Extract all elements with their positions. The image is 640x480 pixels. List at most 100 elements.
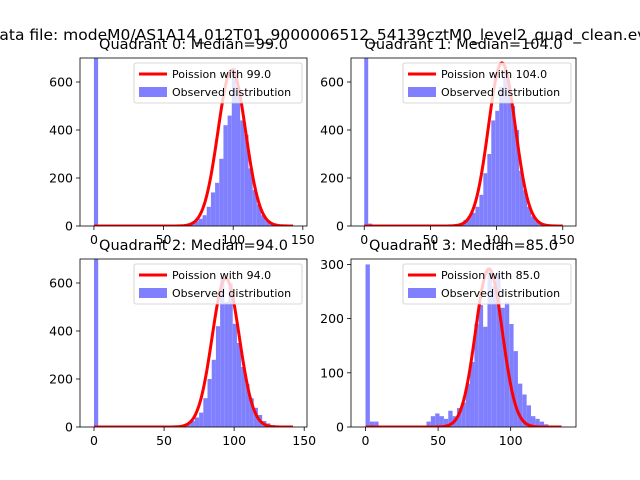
histogram-bar <box>471 212 476 226</box>
x-tick-label: 100 <box>499 433 523 448</box>
quadrant-0-panel: Quadrant 0: Median=99.0 0 50 100 150 0 200 400 6… <box>49 37 315 247</box>
histogram-bar <box>479 194 484 226</box>
y-tick-label: 400 <box>49 123 73 138</box>
histogram-bar <box>499 86 504 226</box>
poisson-curve <box>93 68 294 226</box>
histogram-bar <box>227 115 232 226</box>
histogram-bars <box>93 58 295 226</box>
histogram-bar <box>231 67 236 226</box>
histogram-bar <box>448 410 453 427</box>
axes-frame <box>79 258 308 428</box>
legend-observed-swatch <box>408 87 436 97</box>
y-tick-label: 200 <box>49 372 73 387</box>
histogram-bar <box>487 154 492 226</box>
quadrant-2-title: Quadrant 2: Median=94.0 <box>99 238 288 254</box>
legend-observed-swatch <box>139 87 167 97</box>
histogram-bar <box>534 221 539 226</box>
y-tick-label: 0 <box>336 219 344 234</box>
histogram-bar <box>511 106 516 226</box>
legend: Poission with 104.0 Observed distribution <box>402 62 572 104</box>
x-tick-label: 150 <box>291 232 315 247</box>
histogram-bars <box>364 58 559 226</box>
histogram-bar <box>215 326 221 427</box>
y-tick-label: 400 <box>320 123 344 138</box>
histogram-bar <box>374 421 379 427</box>
histogram-bar <box>461 402 466 427</box>
histogram-bar <box>224 302 229 427</box>
figure-title: Data file: modeM0/AS1A14_012T01_90000065… <box>0 26 640 45</box>
histogram-bar <box>190 421 195 427</box>
histogram-bar <box>491 120 496 226</box>
histogram-bar <box>435 413 440 427</box>
y-tick-label: 0 <box>65 420 73 435</box>
histogram-bar <box>509 324 514 427</box>
x-tick-label: 50 <box>156 232 172 247</box>
quadrant-1-title: Quadrant 1: Median=104.0 <box>364 37 562 53</box>
axes-frame <box>79 57 308 227</box>
histogram-bar <box>203 398 208 427</box>
histogram-bar <box>465 383 471 427</box>
y-tick-label: 600 <box>320 75 344 90</box>
histogram-bar <box>365 264 370 427</box>
histogram-bar <box>467 216 472 226</box>
histogram-bar <box>519 170 524 226</box>
y-tick-label: 600 <box>49 276 73 291</box>
histogram-bar <box>483 326 488 427</box>
legend-observed-swatch <box>139 288 167 298</box>
histogram-bar <box>491 286 497 427</box>
x-tick-label: 100 <box>485 232 509 247</box>
histogram-bar <box>215 182 220 226</box>
histogram-bar <box>503 70 508 226</box>
histogram-bar <box>223 125 228 226</box>
histogram-bars <box>365 264 553 427</box>
y-tick-label: 200 <box>320 311 344 326</box>
histogram-bar <box>430 416 436 427</box>
y-tick-label: 0 <box>65 219 73 234</box>
histogram-bar <box>539 421 545 427</box>
x-tick-label: 0 <box>362 433 370 448</box>
histogram-bar <box>206 206 211 226</box>
legend-poisson-label: Poission with 94.0 <box>172 269 271 282</box>
quadrant-0-title: Quadrant 0: Median=99.0 <box>99 37 288 53</box>
histogram-bar <box>483 173 488 226</box>
histogram-bar <box>515 130 520 226</box>
histogram-bar <box>523 190 528 226</box>
histogram-bar <box>513 351 518 427</box>
histogram-bar <box>456 408 462 427</box>
x-tick-label: 100 <box>222 433 246 448</box>
histogram-bar <box>495 110 500 226</box>
x-tick-label: 150 <box>292 433 316 448</box>
histogram-bar <box>211 359 216 427</box>
quadrant-3-panel: Quadrant 3: Median=85.0 0 50 100 0 100 200 300 P… <box>320 238 577 448</box>
histogram-bar <box>220 278 225 427</box>
legend: Poission with 99.0 Observed distribution <box>133 62 303 104</box>
histogram-bar <box>232 323 237 427</box>
histogram-bar <box>535 418 540 427</box>
histogram-bar <box>426 421 431 427</box>
quadrant-1-panel: Quadrant 1: Median=104.0 0 50 100 150 0 200 400… <box>320 37 577 247</box>
histogram-bar <box>210 192 216 226</box>
legend-box <box>133 263 303 305</box>
histogram-bar <box>531 216 535 226</box>
poisson-curve <box>93 276 294 427</box>
legend-observed-label: Observed distribution <box>441 287 560 300</box>
histogram-bar <box>194 417 200 427</box>
histogram-bar <box>93 58 99 226</box>
histogram-bar <box>265 220 270 226</box>
x-tick-label: 50 <box>156 433 172 448</box>
x-tick-label: 150 <box>551 232 575 247</box>
histogram-bar <box>369 421 375 427</box>
y-tick-label: 300 <box>320 257 344 272</box>
histogram-bar <box>228 283 233 427</box>
histogram-bar <box>219 158 224 226</box>
histogram-bar <box>526 405 531 427</box>
histogram-bar <box>487 269 492 427</box>
histogram-bar <box>474 324 479 427</box>
histogram-bar <box>241 367 246 427</box>
x-tick-label: 50 <box>422 232 438 247</box>
histogram-bar <box>531 416 536 427</box>
histogram-bar <box>207 379 212 427</box>
histogram-bar <box>261 215 266 226</box>
histogram-bar <box>500 307 505 427</box>
histogram-bar <box>94 259 99 427</box>
